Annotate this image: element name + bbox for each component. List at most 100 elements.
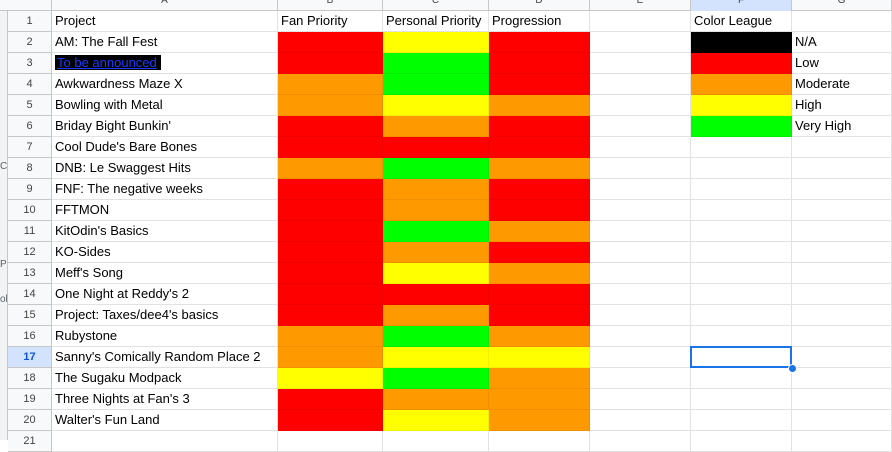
row-header-3[interactable]: 3: [8, 53, 52, 74]
row-header-13[interactable]: 13: [8, 263, 52, 284]
personal-priority-cell[interactable]: [383, 263, 489, 284]
fan-priority-cell[interactable]: [278, 368, 383, 389]
personal-priority-cell[interactable]: [383, 95, 489, 116]
project-name-cell[interactable]: Rubystone: [52, 326, 278, 347]
personal-priority-cell[interactable]: [383, 32, 489, 53]
empty-cell[interactable]: [590, 95, 691, 116]
empty-cell[interactable]: [792, 284, 892, 305]
progression-cell[interactable]: [489, 32, 590, 53]
project-name-cell[interactable]: Briday Bight Bunkin': [52, 116, 278, 137]
empty-cell[interactable]: [792, 389, 892, 410]
empty-cell[interactable]: [489, 431, 590, 452]
fan-priority-cell[interactable]: [278, 305, 383, 326]
empty-cell[interactable]: [590, 221, 691, 242]
progression-cell[interactable]: [489, 410, 590, 431]
empty-cell[interactable]: [691, 200, 792, 221]
fan-priority-cell[interactable]: [278, 179, 383, 200]
empty-cell[interactable]: [691, 221, 792, 242]
empty-cell[interactable]: [691, 431, 792, 452]
empty-cell[interactable]: [383, 431, 489, 452]
header-color-league[interactable]: Color League: [691, 11, 792, 32]
personal-priority-cell[interactable]: [383, 137, 489, 158]
progression-cell[interactable]: [489, 326, 590, 347]
personal-priority-cell[interactable]: [383, 179, 489, 200]
progression-cell[interactable]: [489, 95, 590, 116]
project-name-cell[interactable]: FFTMON: [52, 200, 278, 221]
legend-swatch-green[interactable]: [691, 116, 792, 137]
progression-cell[interactable]: [489, 305, 590, 326]
empty-cell[interactable]: [792, 11, 892, 32]
empty-cell[interactable]: [792, 410, 892, 431]
project-name-cell[interactable]: Walter's Fun Land: [52, 410, 278, 431]
fan-priority-cell[interactable]: [278, 158, 383, 179]
empty-cell[interactable]: [590, 158, 691, 179]
row-header-9[interactable]: 9: [8, 179, 52, 200]
empty-cell[interactable]: [590, 368, 691, 389]
project-name-cell[interactable]: Sanny's Comically Random Place 2: [52, 347, 278, 368]
empty-cell[interactable]: [792, 137, 892, 158]
fan-priority-cell[interactable]: [278, 326, 383, 347]
fan-priority-cell[interactable]: [278, 410, 383, 431]
fan-priority-cell[interactable]: [278, 200, 383, 221]
row-header-18[interactable]: 18: [8, 368, 52, 389]
project-name-cell[interactable]: One Night at Reddy's 2: [52, 284, 278, 305]
progression-cell[interactable]: [489, 179, 590, 200]
progression-cell[interactable]: [489, 368, 590, 389]
row-header-20[interactable]: 20: [8, 410, 52, 431]
fan-priority-cell[interactable]: [278, 137, 383, 158]
fan-priority-cell[interactable]: [278, 74, 383, 95]
empty-cell[interactable]: [691, 368, 792, 389]
row-header-2[interactable]: 2: [8, 32, 52, 53]
project-name-cell[interactable]: Project: Taxes/dee4's basics: [52, 305, 278, 326]
personal-priority-cell[interactable]: [383, 158, 489, 179]
column-header-e[interactable]: E: [590, 0, 691, 11]
fan-priority-cell[interactable]: [278, 242, 383, 263]
personal-priority-cell[interactable]: [383, 368, 489, 389]
row-header-5[interactable]: 5: [8, 95, 52, 116]
personal-priority-cell[interactable]: [383, 221, 489, 242]
personal-priority-cell[interactable]: [383, 242, 489, 263]
empty-cell[interactable]: [590, 32, 691, 53]
personal-priority-cell[interactable]: [383, 53, 489, 74]
empty-cell[interactable]: [590, 200, 691, 221]
column-header-d[interactable]: D: [489, 0, 590, 11]
legend-label-n-a[interactable]: N/A: [792, 32, 892, 53]
empty-cell[interactable]: [792, 305, 892, 326]
row-header-15[interactable]: 15: [8, 305, 52, 326]
project-name-cell[interactable]: Meff's Song: [52, 263, 278, 284]
personal-priority-cell[interactable]: [383, 347, 489, 368]
header-fan-priority[interactable]: Fan Priority: [278, 11, 383, 32]
personal-priority-cell[interactable]: [383, 200, 489, 221]
header-project[interactable]: Project: [52, 11, 278, 32]
progression-cell[interactable]: [489, 137, 590, 158]
column-header-c[interactable]: C: [383, 0, 489, 11]
empty-cell[interactable]: [590, 116, 691, 137]
row-header-12[interactable]: 12: [8, 242, 52, 263]
empty-cell[interactable]: [590, 347, 691, 368]
empty-cell[interactable]: [792, 326, 892, 347]
row-header-19[interactable]: 19: [8, 389, 52, 410]
progression-cell[interactable]: [489, 242, 590, 263]
personal-priority-cell[interactable]: [383, 284, 489, 305]
progression-cell[interactable]: [489, 389, 590, 410]
empty-cell[interactable]: [590, 410, 691, 431]
progression-cell[interactable]: [489, 158, 590, 179]
empty-cell[interactable]: [590, 11, 691, 32]
fan-priority-cell[interactable]: [278, 32, 383, 53]
row-header-10[interactable]: 10: [8, 200, 52, 221]
column-header-b[interactable]: B: [278, 0, 383, 11]
column-header-f[interactable]: F: [691, 0, 792, 11]
project-name-cell[interactable]: The Sugaku Modpack: [52, 368, 278, 389]
empty-cell[interactable]: [590, 326, 691, 347]
empty-cell[interactable]: [792, 263, 892, 284]
fan-priority-cell[interactable]: [278, 284, 383, 305]
personal-priority-cell[interactable]: [383, 410, 489, 431]
legend-label-low[interactable]: Low: [792, 53, 892, 74]
row-header-4[interactable]: 4: [8, 74, 52, 95]
active-cell-selection[interactable]: [690, 346, 792, 368]
empty-cell[interactable]: [691, 137, 792, 158]
fan-priority-cell[interactable]: [278, 263, 383, 284]
project-name-cell[interactable]: FNF: The negative weeks: [52, 179, 278, 200]
empty-cell[interactable]: [792, 431, 892, 452]
empty-cell[interactable]: [590, 431, 691, 452]
